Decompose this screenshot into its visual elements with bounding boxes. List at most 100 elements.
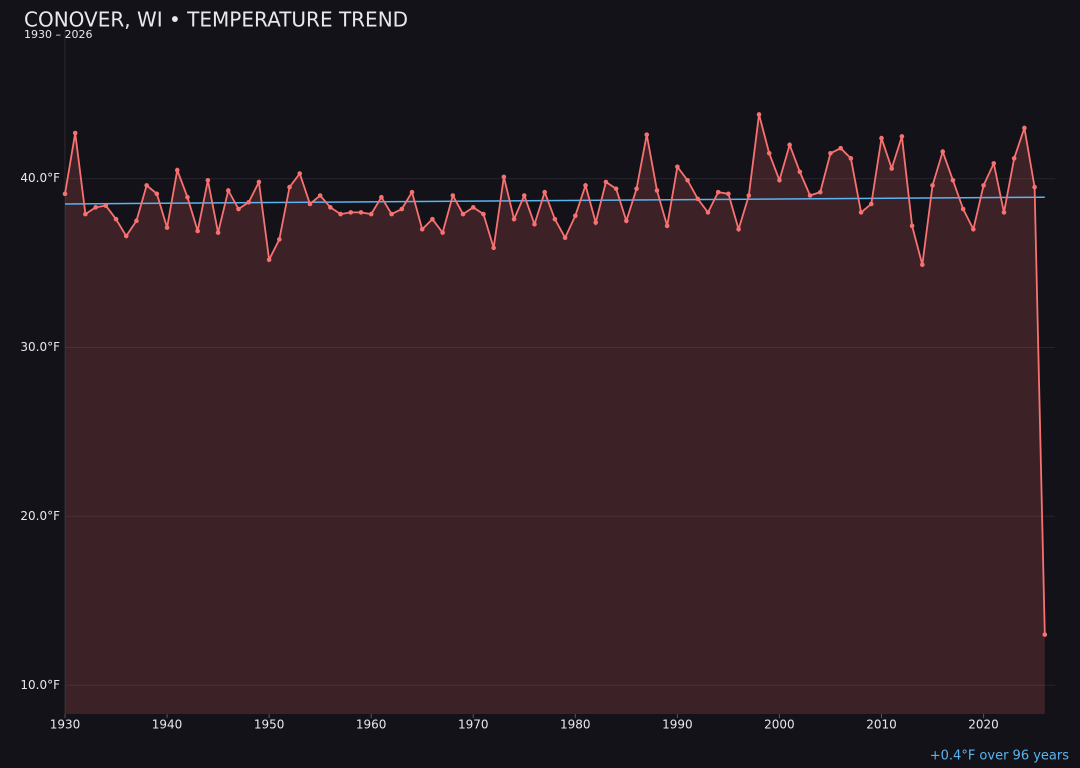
x-tick-label: 1980 xyxy=(560,718,591,732)
point xyxy=(328,205,333,210)
point xyxy=(246,199,252,205)
point xyxy=(644,132,650,138)
point xyxy=(971,226,976,232)
point xyxy=(144,183,149,188)
point xyxy=(430,216,435,222)
point xyxy=(909,223,915,229)
x-tick-label: 2020 xyxy=(968,718,999,732)
point xyxy=(174,167,180,173)
point xyxy=(960,206,966,212)
point xyxy=(62,191,68,197)
x-tick-label: 1940 xyxy=(152,718,183,732)
point xyxy=(920,262,925,268)
point xyxy=(1001,210,1007,215)
x-tick-label: 1930 xyxy=(50,718,81,732)
point xyxy=(501,174,507,180)
point xyxy=(756,112,762,117)
point xyxy=(154,191,160,197)
point xyxy=(348,210,354,215)
point xyxy=(389,211,394,217)
point xyxy=(297,171,303,176)
point xyxy=(103,203,109,208)
point xyxy=(1022,125,1027,131)
trend-annotation: +0.4°F over 96 years xyxy=(930,749,1069,764)
point xyxy=(225,188,231,193)
point xyxy=(532,221,537,227)
x-tick-label: 1960 xyxy=(356,718,387,732)
point xyxy=(930,183,935,188)
point xyxy=(858,210,864,215)
point xyxy=(307,201,313,207)
point xyxy=(603,179,609,185)
point xyxy=(828,150,833,156)
x-tick-label: 2010 xyxy=(866,718,897,732)
point xyxy=(215,230,221,235)
point xyxy=(573,213,578,219)
point xyxy=(899,134,905,139)
point xyxy=(950,178,956,183)
point xyxy=(654,188,660,193)
point xyxy=(134,218,139,224)
point xyxy=(164,225,170,230)
point xyxy=(695,196,701,202)
point xyxy=(511,216,517,222)
x-tick-label: 1950 xyxy=(254,718,285,732)
point xyxy=(440,230,445,235)
chart-subtitle: 1930 – 2026 xyxy=(24,28,92,41)
point xyxy=(736,226,741,232)
point xyxy=(797,169,803,175)
point xyxy=(817,189,823,195)
point xyxy=(1011,156,1017,161)
point xyxy=(277,237,282,242)
point xyxy=(746,193,752,198)
y-tick-label: 30.0°F xyxy=(20,340,60,354)
point xyxy=(93,205,98,210)
point xyxy=(338,211,343,217)
point xyxy=(419,226,425,232)
point xyxy=(981,183,986,188)
x-tick-label: 2000 xyxy=(764,718,795,732)
point xyxy=(715,189,721,195)
point xyxy=(1032,184,1037,190)
point xyxy=(358,210,364,215)
area xyxy=(65,114,1045,714)
point xyxy=(593,220,599,225)
point xyxy=(185,194,190,200)
point xyxy=(113,216,119,222)
point xyxy=(409,189,415,195)
point xyxy=(940,149,946,154)
point xyxy=(848,156,854,161)
point xyxy=(460,211,466,217)
point xyxy=(521,193,527,198)
chart-title: CONOVER, WI • TEMPERATURE TREND xyxy=(24,8,408,32)
point xyxy=(613,186,619,192)
point xyxy=(991,161,997,166)
point xyxy=(889,166,895,171)
point xyxy=(317,193,323,198)
point xyxy=(675,164,680,170)
x-tick-label: 1990 xyxy=(662,718,693,732)
point xyxy=(470,205,476,210)
x-tick-label: 1970 xyxy=(458,718,489,732)
point xyxy=(838,145,843,151)
point xyxy=(868,201,874,207)
trend-line xyxy=(64,196,1045,205)
point xyxy=(266,257,272,262)
point xyxy=(450,193,456,198)
point xyxy=(256,179,262,185)
point xyxy=(777,178,782,183)
point xyxy=(379,194,384,200)
point xyxy=(195,228,200,234)
point xyxy=(634,186,639,192)
point xyxy=(562,235,568,241)
point xyxy=(83,211,88,217)
y-tick-label: 20.0°F xyxy=(20,509,60,523)
point xyxy=(123,233,129,239)
point xyxy=(879,135,884,141)
point xyxy=(481,211,486,217)
point xyxy=(624,218,629,224)
point xyxy=(1042,632,1048,637)
point xyxy=(368,211,374,217)
